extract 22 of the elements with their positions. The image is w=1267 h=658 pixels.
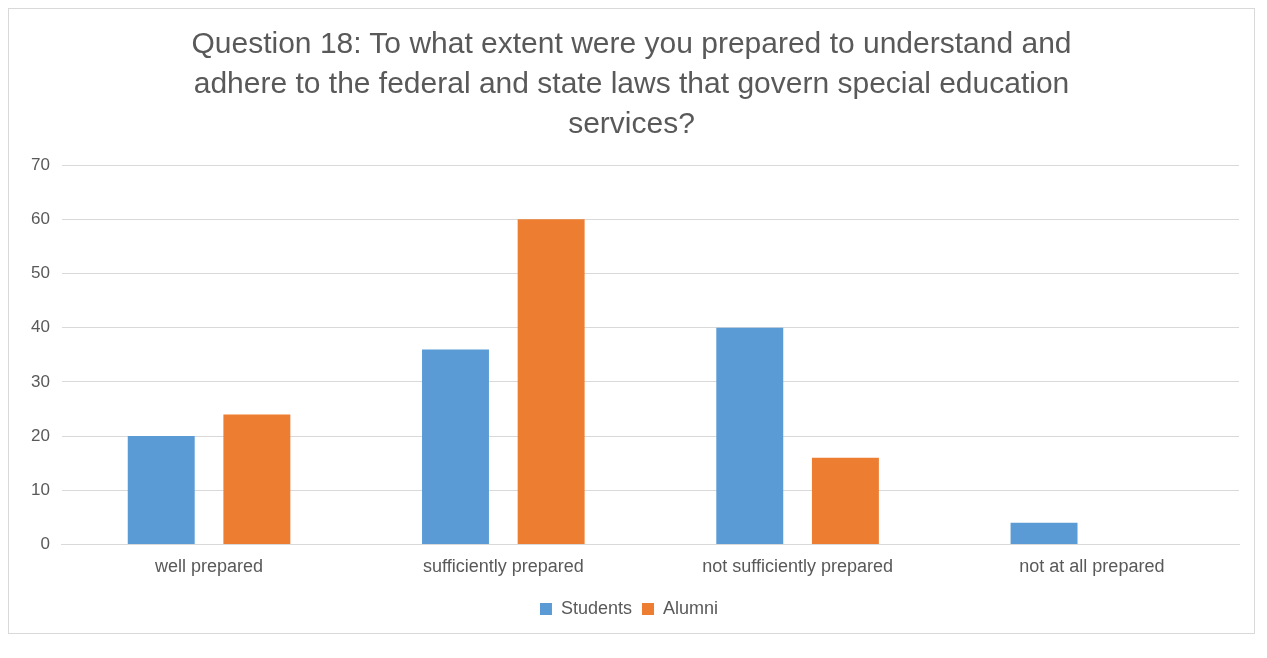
y-tick-label: 40 — [30, 317, 50, 337]
x-tick-label: not at all prepared — [1019, 556, 1165, 577]
bar — [716, 327, 784, 544]
bar — [1010, 522, 1078, 544]
x-tick-label: well prepared — [154, 556, 264, 577]
y-tick-label: 10 — [30, 479, 50, 499]
y-tick-label: 50 — [30, 263, 50, 283]
y-tick-label: 30 — [30, 371, 50, 391]
x-tick-label: sufficiently prepared — [422, 556, 584, 577]
x-tick-label: not sufficiently prepared — [702, 556, 893, 577]
y-tick-label: 60 — [30, 209, 50, 229]
chart-title: Question 18: To what extent were you prepared to understand and adhere to the federal and state laws that govern special education services? — [190, 25, 1073, 141]
bar — [223, 414, 291, 544]
bar — [517, 219, 585, 544]
legend-label: Alumni — [663, 597, 719, 618]
bar — [127, 436, 195, 544]
y-tick-label: 0 — [40, 534, 50, 554]
bar — [422, 349, 489, 544]
legend-label: Students — [560, 597, 633, 618]
y-tick-label: 20 — [30, 425, 50, 445]
y-tick-label: 70 — [30, 154, 50, 174]
bar — [811, 457, 879, 544]
